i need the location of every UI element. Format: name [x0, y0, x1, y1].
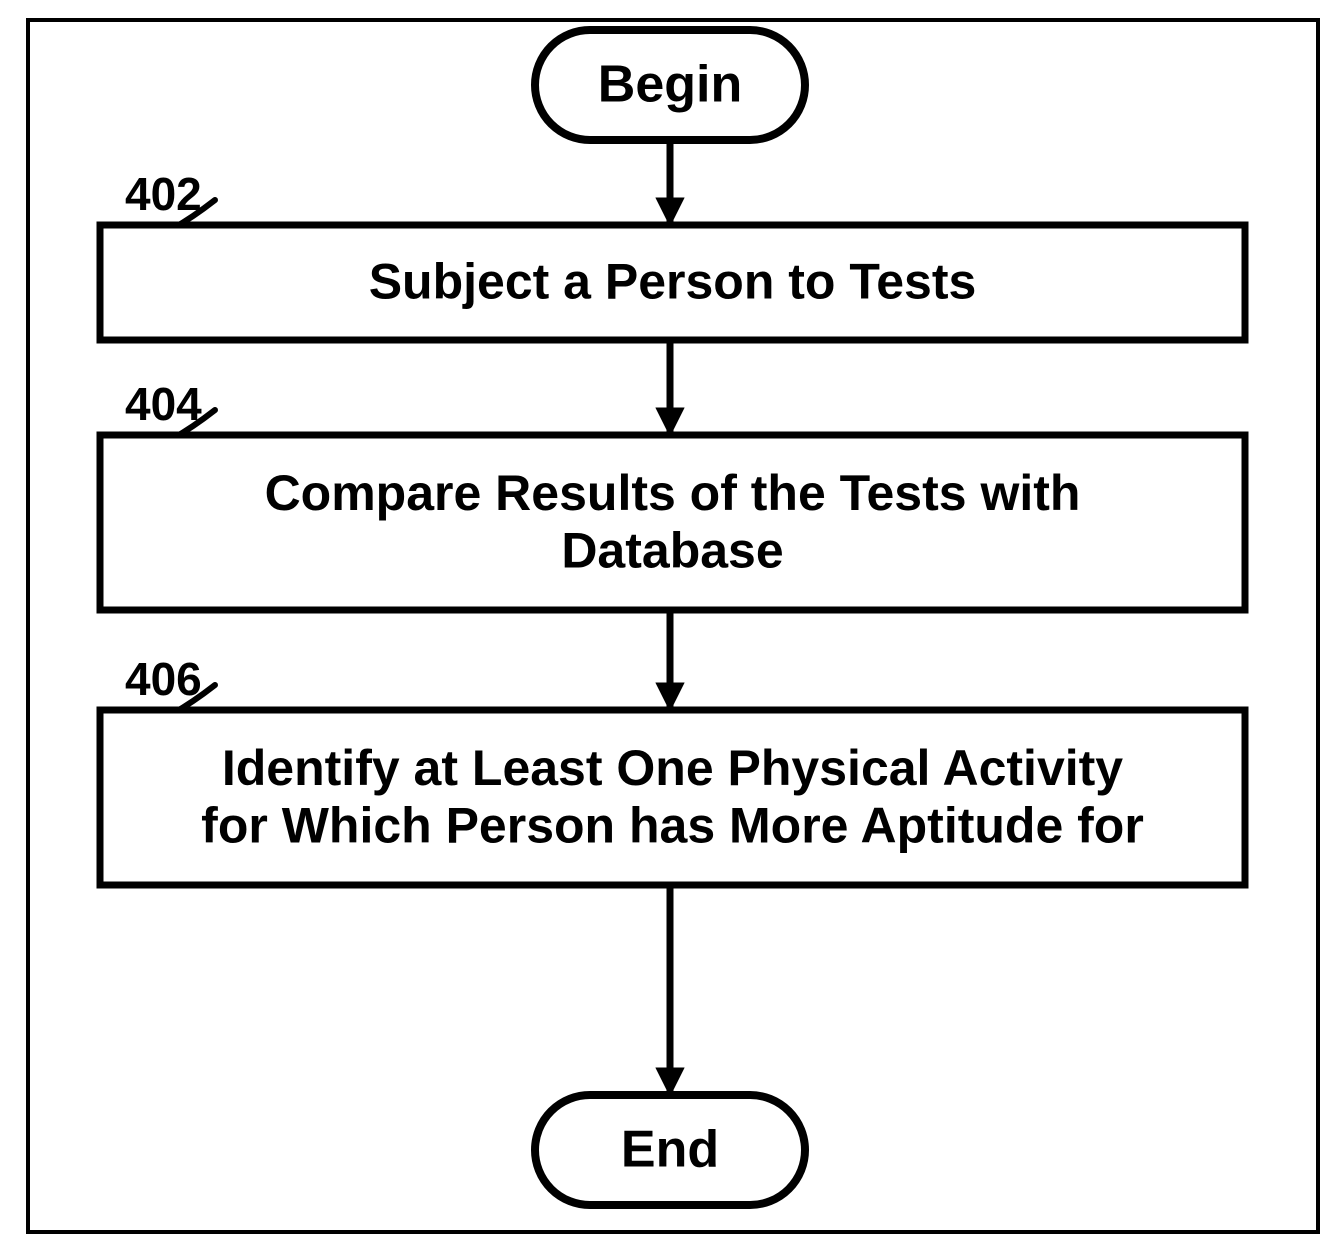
step-404-text-0: Compare Results of the Tests with	[265, 465, 1081, 521]
begin-label: Begin	[598, 56, 742, 114]
step-402-ref: 402	[125, 168, 202, 220]
step-406-text-0: Identify at Least One Physical Activity	[222, 740, 1123, 796]
step-404-text-1: Database	[561, 522, 783, 578]
step-406-ref: 406	[125, 653, 202, 705]
step-402-text-0: Subject a Person to Tests	[369, 254, 977, 310]
end-label: End	[621, 1121, 719, 1179]
step-406-text-1: for Which Person has More Aptitude for	[201, 797, 1144, 853]
step-404-ref: 404	[125, 378, 202, 430]
